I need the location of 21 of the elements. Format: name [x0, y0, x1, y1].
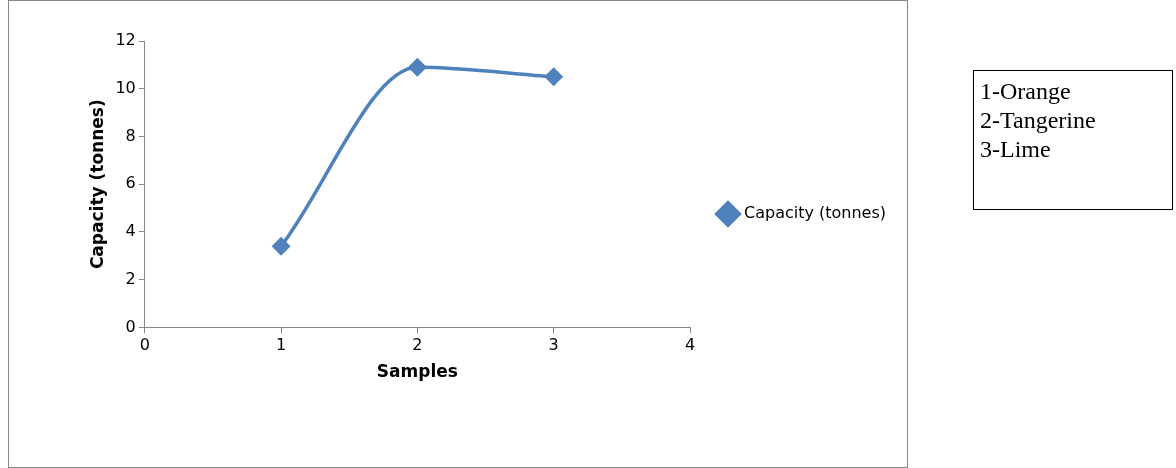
y-axis-title: Capacity (tonnes)	[86, 99, 107, 270]
y-tick-label: 2	[125, 268, 136, 288]
x-tick-label: 4	[684, 335, 696, 355]
point	[408, 58, 427, 76]
y-tick-label: 8	[125, 125, 136, 145]
text: 2-Tangerine	[980, 106, 1097, 135]
point	[272, 237, 290, 255]
y-tick-label: 0	[125, 316, 136, 336]
y-tick-label: 6	[125, 173, 136, 193]
x-tick-label: 2	[412, 335, 423, 355]
x-tick-label: 1	[275, 335, 287, 355]
x-tick-label: 0	[139, 335, 150, 355]
y-tick-label: 12	[115, 30, 136, 50]
text: 3-Lime	[980, 135, 1052, 164]
point	[544, 68, 563, 86]
legend-label: Capacity (tonnes)	[744, 203, 887, 223]
y-tick-label: 10	[115, 77, 136, 97]
text: 1-Orange	[980, 77, 1072, 106]
x-tick-label: 3	[548, 335, 559, 355]
x-axis-title: Samples	[376, 361, 458, 382]
y-tick-label: 4	[125, 221, 136, 241]
